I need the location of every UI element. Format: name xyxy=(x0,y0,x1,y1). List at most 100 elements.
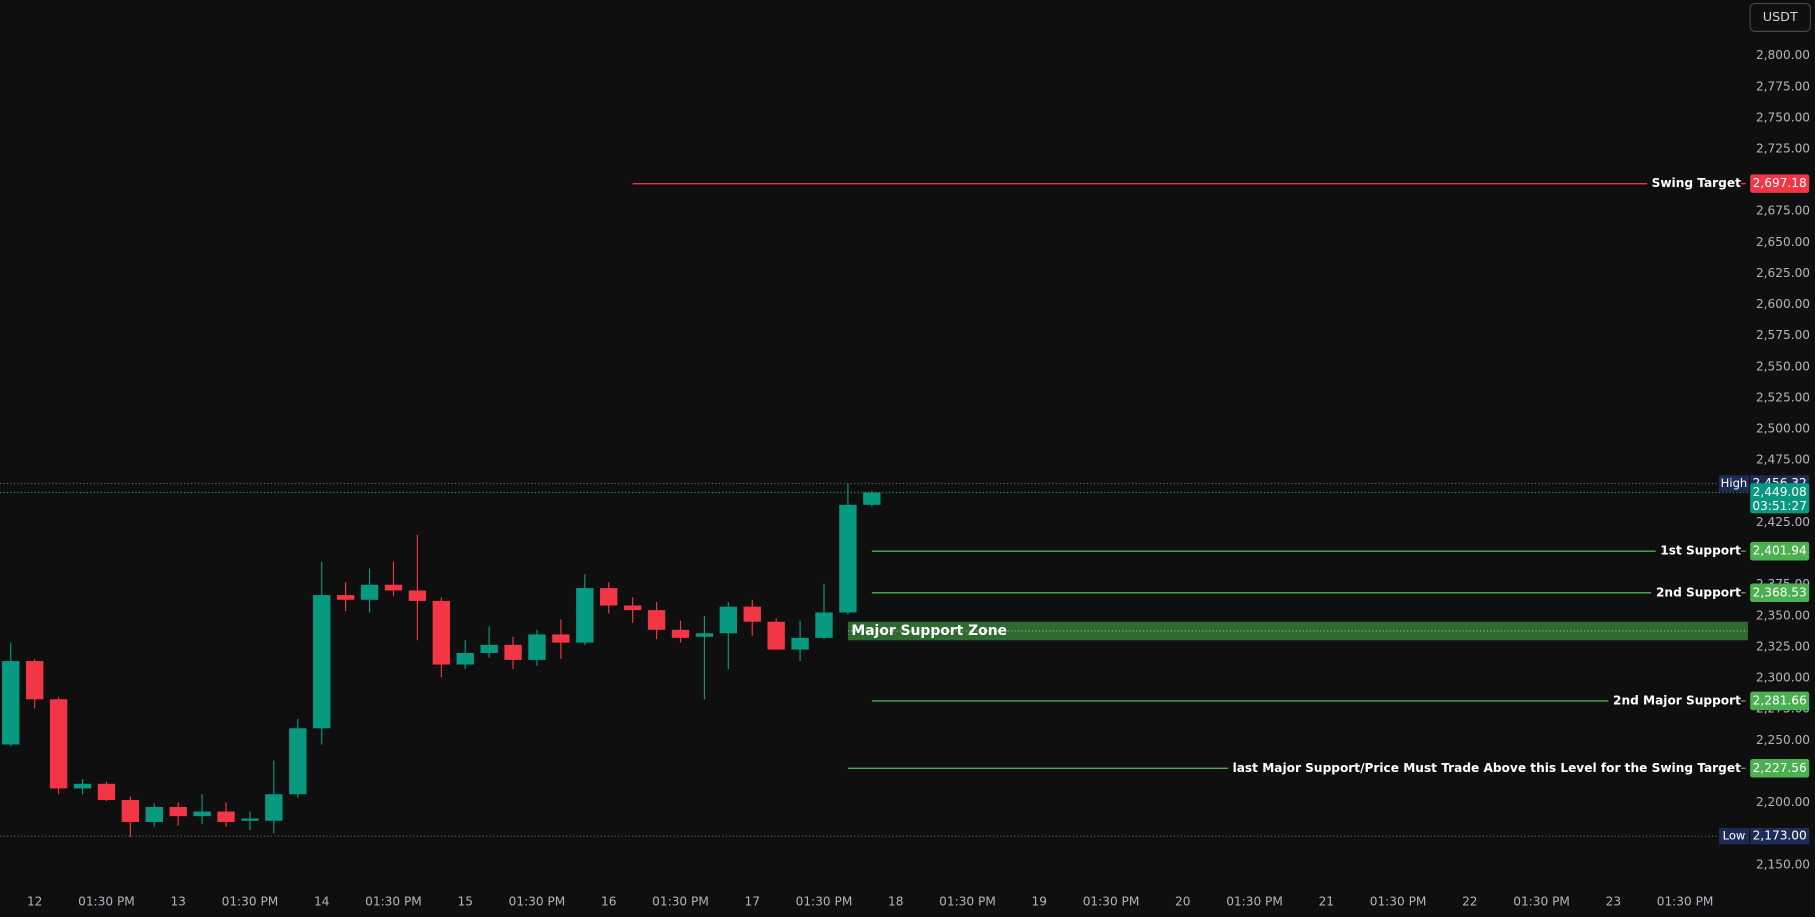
extreme-name: Low xyxy=(1723,829,1746,843)
y-tick-label: 2,525.00 xyxy=(1756,390,1810,404)
x-tick-label: 20 xyxy=(1175,894,1190,908)
y-tick-label: 2,550.00 xyxy=(1756,359,1810,373)
candle-body xyxy=(217,811,235,823)
candle-body xyxy=(695,633,714,637)
y-tick-label: 2,750.00 xyxy=(1756,110,1810,124)
x-tick-label: 16 xyxy=(601,894,616,908)
candle-body xyxy=(241,818,259,821)
level-value-label: 2,401.94 xyxy=(1753,544,1807,558)
x-tick-label: 15 xyxy=(457,894,472,908)
x-tick-label: 01:30 PM xyxy=(509,894,566,908)
y-tick-label: 2,575.00 xyxy=(1756,328,1810,342)
x-tick-label: 19 xyxy=(1032,894,1047,908)
candle-body xyxy=(623,605,642,611)
y-tick-label: 2,675.00 xyxy=(1756,204,1810,218)
level-value-label: 2,697.18 xyxy=(1753,176,1807,190)
level-value-label: 2,281.66 xyxy=(1753,693,1807,707)
x-tick-label: 23 xyxy=(1606,894,1621,908)
candle-body xyxy=(26,661,44,700)
y-tick-label: 2,800.00 xyxy=(1756,48,1810,62)
level-name: 2nd Support xyxy=(1656,585,1741,599)
x-tick-label: 12 xyxy=(27,894,42,908)
x-tick-label: 13 xyxy=(170,894,185,908)
level-name: Swing Target xyxy=(1652,176,1742,190)
candle-body xyxy=(73,783,92,789)
extreme-value-box xyxy=(1750,828,1810,845)
candle-body xyxy=(265,794,283,821)
level-name-bg xyxy=(1646,175,1742,192)
candle-body xyxy=(480,644,498,653)
currency-button[interactable] xyxy=(1749,3,1811,32)
y-tick-label: 2,475.00 xyxy=(1756,453,1810,467)
y-tick-label: 2,150.00 xyxy=(1756,857,1810,871)
level-name: 1st Support xyxy=(1660,544,1741,558)
candle-body xyxy=(432,600,450,665)
x-tick-label: 17 xyxy=(745,894,760,908)
x-tick-label: 01:30 PM xyxy=(796,894,853,908)
y-tick-label: 2,625.00 xyxy=(1756,266,1810,280)
last-price-label: 2,449.08 xyxy=(1753,485,1807,499)
level-name-bg xyxy=(1608,692,1742,710)
level-value-box xyxy=(1750,583,1810,603)
candle-body xyxy=(289,728,307,795)
x-tick-label: 01:30 PM xyxy=(365,894,422,908)
candle-body xyxy=(193,811,211,817)
candle-body xyxy=(456,652,474,665)
zone-label: Major Support Zone xyxy=(851,623,1007,639)
level-value-box xyxy=(1750,759,1810,778)
y-tick-label: 2,725.00 xyxy=(1756,142,1810,156)
last-price-box xyxy=(1750,483,1810,514)
level-value-label: 2,227.56 xyxy=(1753,761,1807,775)
level-value-label: 2,368.53 xyxy=(1753,585,1807,599)
x-tick-label: 01:30 PM xyxy=(1370,894,1427,908)
x-tick-label: 01:30 PM xyxy=(78,894,135,908)
candle-body xyxy=(647,610,666,630)
candle-body xyxy=(791,637,809,650)
y-tick-label: 2,200.00 xyxy=(1756,795,1810,809)
candle-body xyxy=(97,783,116,800)
y-tick-label: 2,775.00 xyxy=(1756,79,1810,93)
extreme-name: High xyxy=(1721,476,1748,490)
y-tick-label: 2,350.00 xyxy=(1756,608,1810,622)
level-value-box xyxy=(1750,174,1810,193)
x-tick-label: 21 xyxy=(1319,894,1334,908)
y-tick-label: 2,600.00 xyxy=(1756,297,1810,311)
level-value-box xyxy=(1750,541,1810,561)
candle-body xyxy=(408,590,427,601)
countdown-label: 03:51:27 xyxy=(1752,499,1807,513)
candle-body xyxy=(839,504,857,613)
extreme-name-box xyxy=(1718,475,1750,492)
candle-body xyxy=(49,699,68,789)
candle-body xyxy=(576,588,594,643)
y-tick-label: 2,650.00 xyxy=(1756,235,1810,249)
level-name-bg xyxy=(1651,584,1742,601)
candle-body xyxy=(121,799,140,823)
x-tick-label: 14 xyxy=(314,894,330,908)
x-tick-label: 22 xyxy=(1462,894,1477,908)
level-name-bg xyxy=(1227,760,1742,777)
candle-body xyxy=(600,588,618,606)
candle-body xyxy=(336,595,355,600)
candle-body xyxy=(313,595,331,729)
candle-body xyxy=(528,634,546,660)
x-tick-label: 01:30 PM xyxy=(1513,894,1570,908)
x-tick-label: 01:30 PM xyxy=(939,894,996,908)
y-tick-label: 2,250.00 xyxy=(1756,733,1810,747)
y-tick-label: 2,425.00 xyxy=(1756,515,1810,529)
extreme-name-box xyxy=(1718,828,1750,845)
candle-body xyxy=(384,584,403,591)
currency-label[interactable]: USDT xyxy=(1763,10,1798,25)
candle-body xyxy=(2,661,20,745)
candle-body xyxy=(767,621,785,650)
x-tick-label: 01:30 PM xyxy=(1657,894,1714,908)
candle-body xyxy=(552,634,570,643)
level-name: last Major Support/Price Must Trade Abov… xyxy=(1233,761,1742,775)
candle-body xyxy=(169,806,187,817)
level-value-box xyxy=(1750,691,1810,711)
candle-body xyxy=(504,644,522,660)
y-tick-label: 2,300.00 xyxy=(1756,671,1810,685)
y-tick-label: 2,325.00 xyxy=(1756,639,1810,653)
